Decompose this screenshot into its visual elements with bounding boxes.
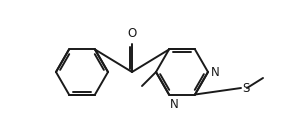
- Text: O: O: [128, 27, 137, 40]
- Text: S: S: [242, 83, 249, 95]
- Text: N: N: [170, 98, 179, 111]
- Text: N: N: [211, 66, 220, 78]
